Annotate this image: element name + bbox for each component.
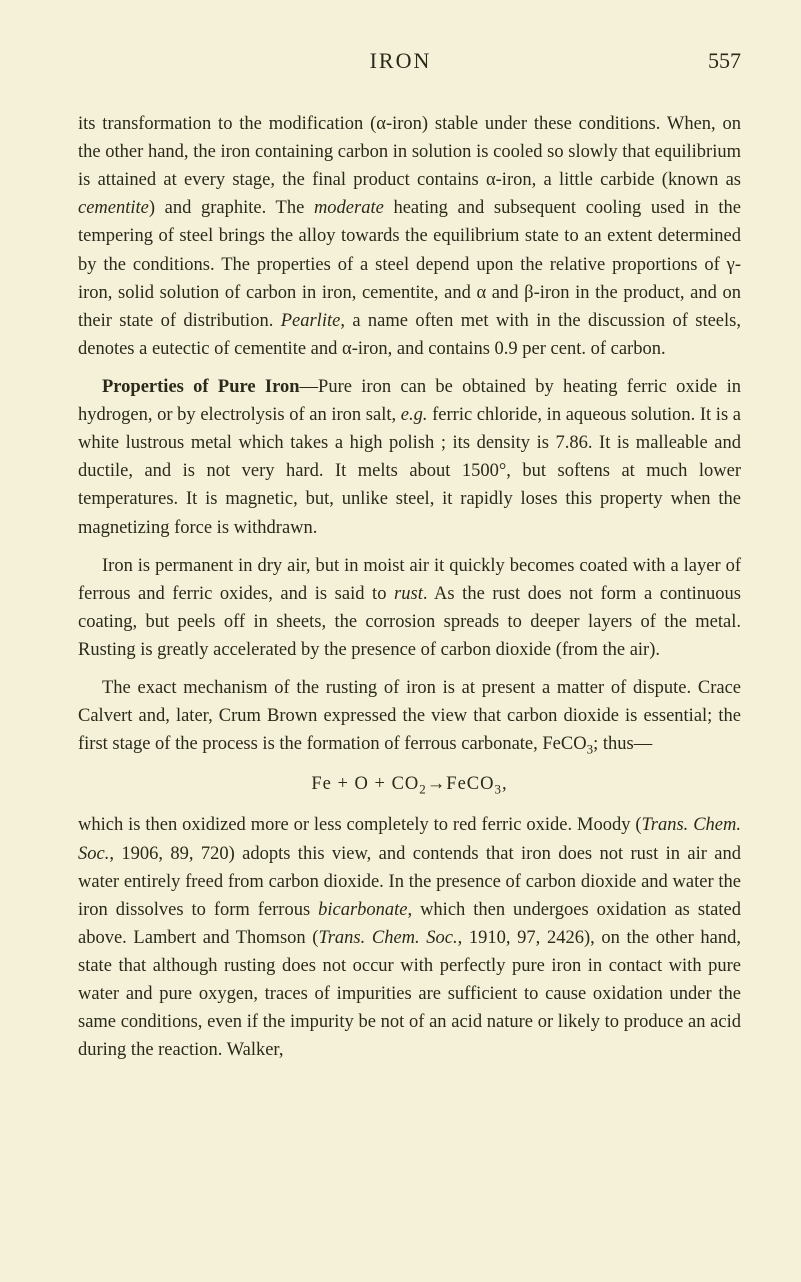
- paragraph-5: which is then oxidized more or less comp…: [78, 811, 741, 1064]
- text: ; thus—: [593, 734, 652, 754]
- italic-moderate: moderate: [314, 198, 384, 218]
- gamma-symbol: γ: [727, 255, 735, 275]
- subscript: 2: [419, 781, 427, 796]
- chemical-formula: Fe + O + CO2→FeCO3,: [78, 774, 741, 798]
- italic-pearlite: Pearlite: [281, 311, 341, 331]
- text: -iron, and contains 0.9 per cent. of car…: [352, 339, 666, 359]
- italic-bicarbonate: bicarbonate: [318, 900, 407, 920]
- text: which is then oxidized more or less comp…: [78, 815, 642, 835]
- italic-cementite: cementite: [78, 198, 149, 218]
- text: -iron, a little carbide (known as: [496, 170, 741, 190]
- subscript: 3: [495, 781, 503, 796]
- beta-symbol: β: [524, 283, 533, 303]
- formula-text: →FeCO: [427, 774, 495, 794]
- formula-text: ,: [502, 774, 508, 794]
- page-header: IRON 557: [78, 48, 741, 74]
- paragraph-1: its transformation to the modification (…: [78, 110, 741, 363]
- text: ) and graphite. The: [149, 198, 314, 218]
- section-heading: Properties of Pure Iron: [102, 377, 300, 397]
- italic-eg: e.g.: [401, 405, 428, 425]
- paragraph-4: The exact mechanism of the rusting of ir…: [78, 674, 741, 760]
- italic-trans: Trans. Chem. Soc.: [318, 928, 457, 948]
- text: its transformation to the modification (: [78, 114, 376, 134]
- alpha-symbol: α: [486, 170, 496, 190]
- alpha-symbol: α: [342, 339, 352, 359]
- alpha-symbol: α: [376, 114, 386, 134]
- paragraph-3: Iron is permanent in dry air, but in moi…: [78, 552, 741, 664]
- text: and: [486, 283, 524, 303]
- page-title: IRON: [370, 48, 432, 74]
- italic-rust: rust: [394, 584, 423, 604]
- formula-text: Fe + O + CO: [311, 774, 419, 794]
- page-number: 557: [708, 48, 741, 74]
- alpha-symbol: α: [476, 283, 486, 303]
- paragraph-2: Properties of Pure Iron—Pure iron can be…: [78, 373, 741, 542]
